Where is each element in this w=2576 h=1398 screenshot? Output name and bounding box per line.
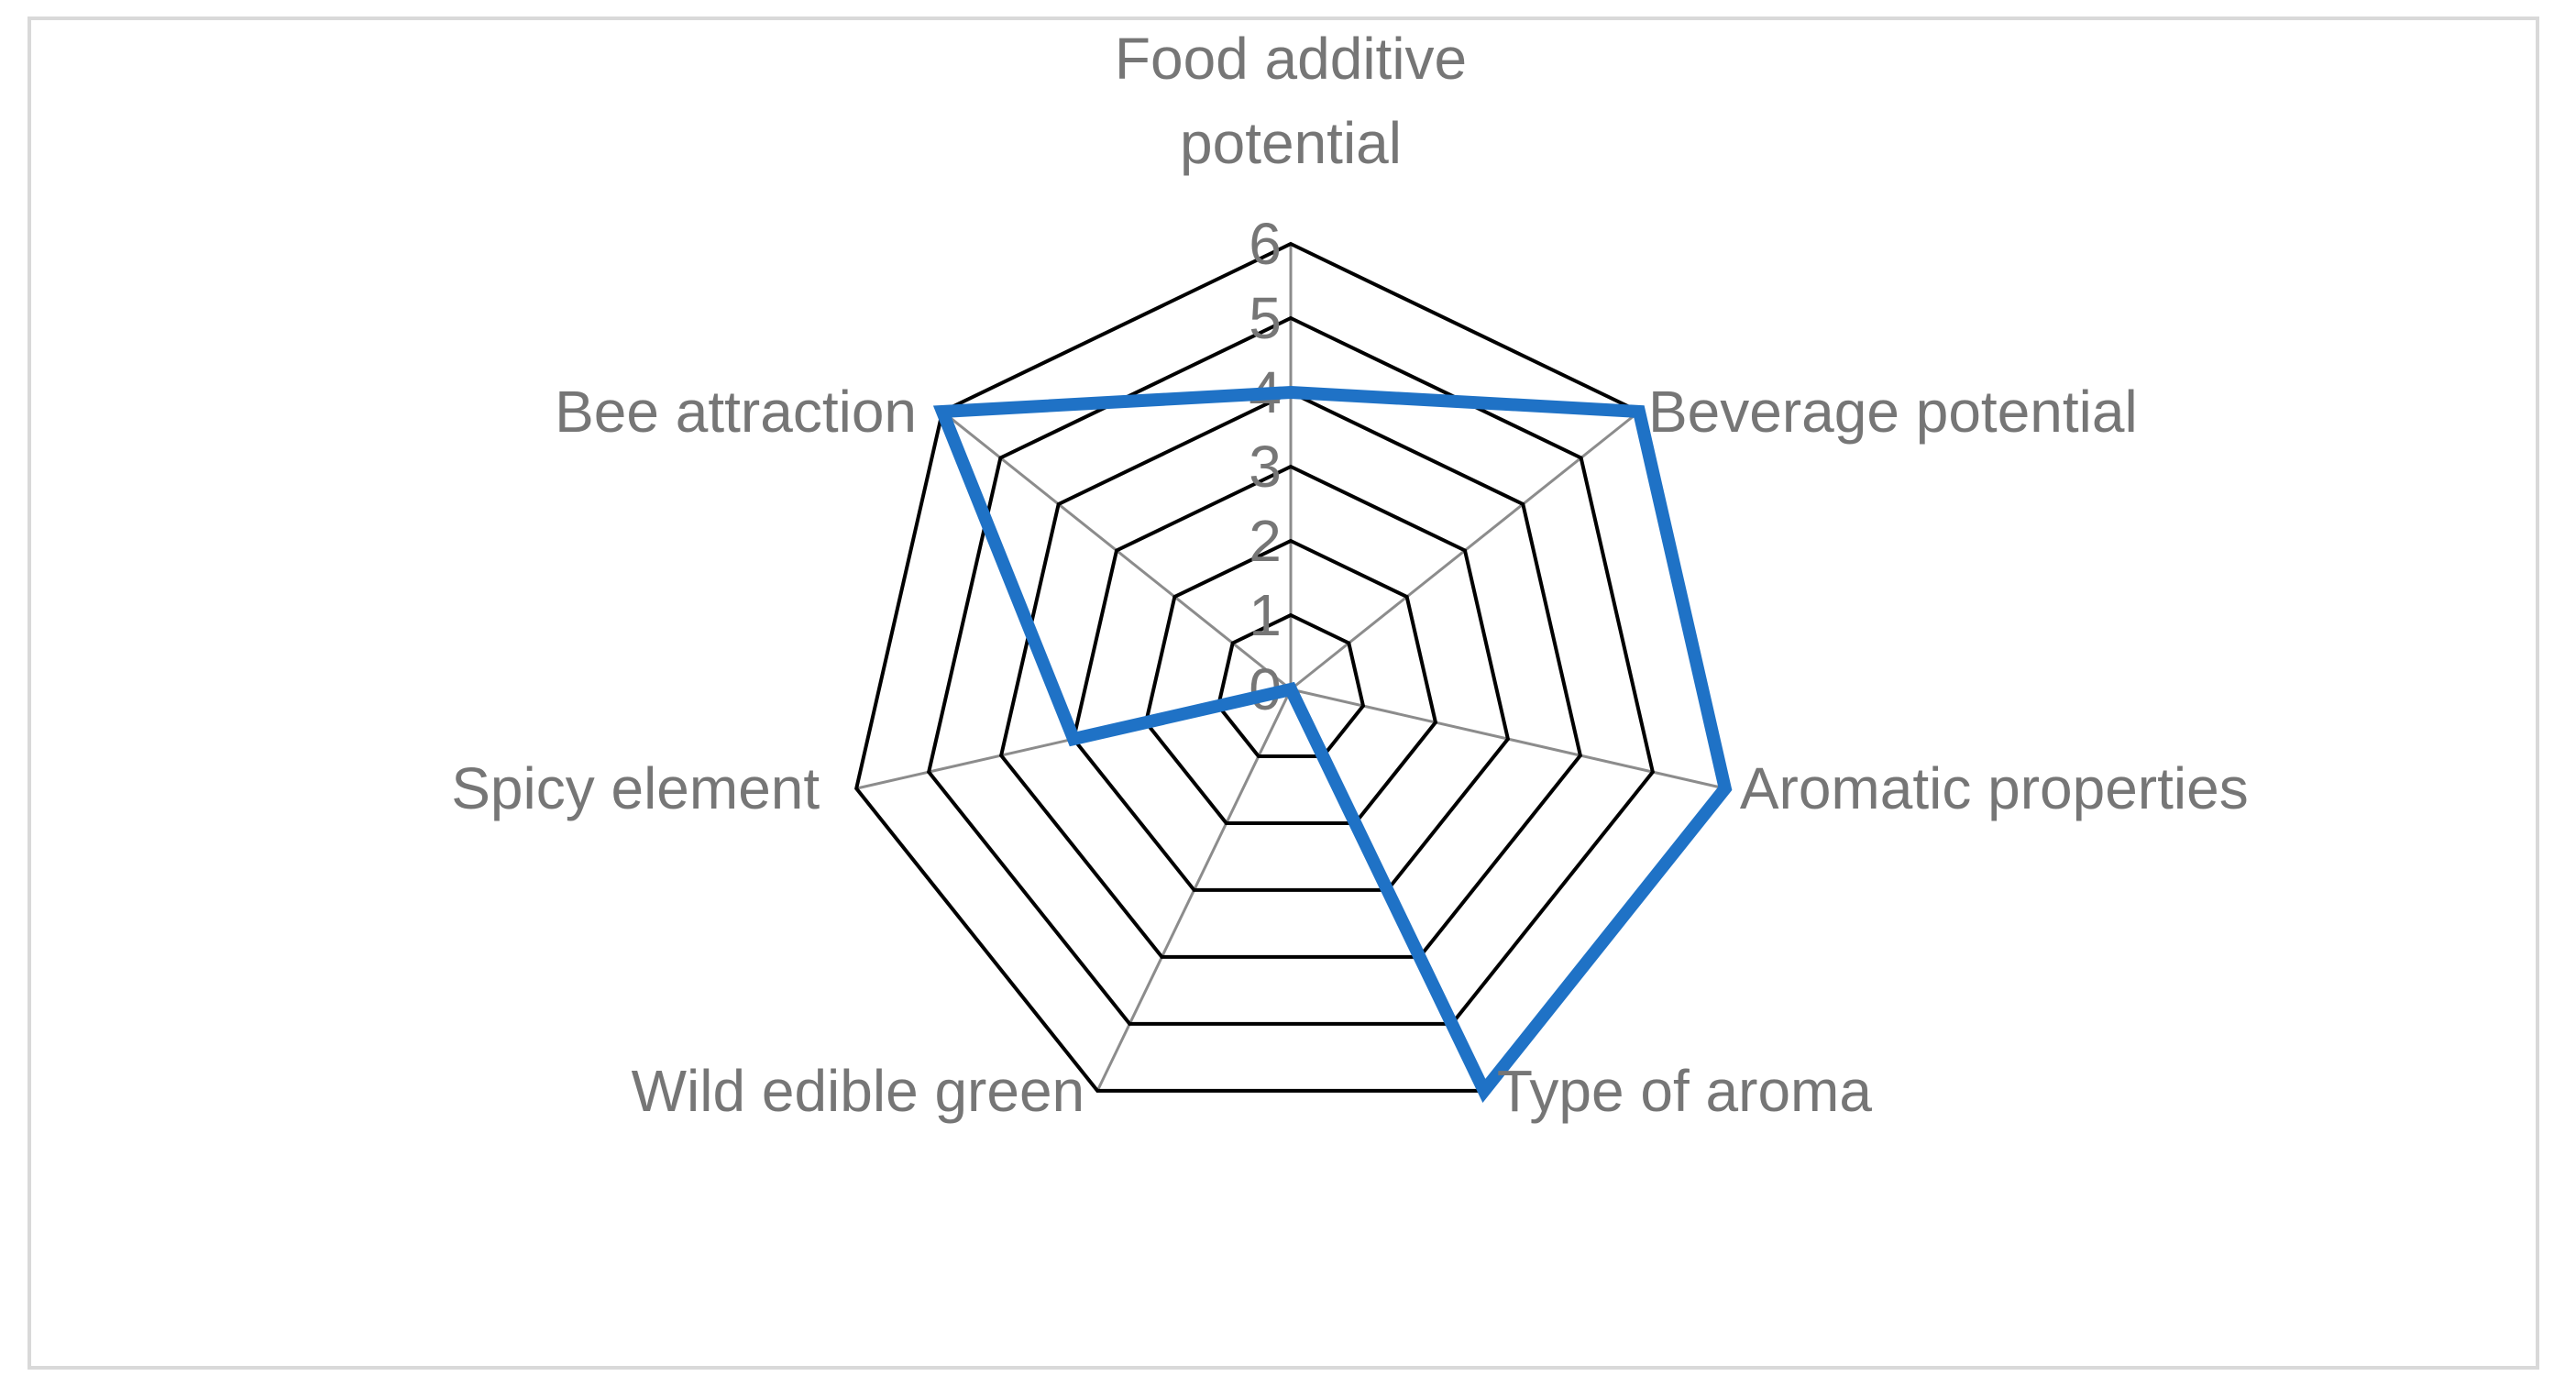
category-label-line: Bee attraction [555, 379, 917, 445]
category-label-line: Aromatic properties [1740, 755, 2249, 821]
category-label: Food additive potential [1115, 26, 1467, 176]
category-label: Type of aroma [1497, 1058, 1873, 1124]
radar-grid-ring [1216, 612, 1366, 758]
category-label: Aromatic properties [1740, 755, 2249, 821]
radar-grid-ring [998, 390, 1583, 959]
tick-label: 2 [1249, 508, 1282, 574]
category-label: Beverage potential [1648, 379, 2138, 445]
category-label-line: Type of aroma [1497, 1058, 1873, 1124]
category-label-line: potential [1180, 110, 1402, 176]
category-label-line: Wild edible green [632, 1058, 1085, 1124]
category-label: Spicy element [451, 755, 820, 821]
radar-grid-ring [1143, 538, 1438, 825]
category-label: Bee attraction [555, 379, 917, 445]
radar-grid-ring [1071, 464, 1511, 892]
radar-series [932, 385, 1733, 1103]
tick-label: 3 [1249, 434, 1282, 500]
tick-label: 5 [1249, 285, 1282, 351]
tick-label: 1 [1249, 582, 1282, 648]
series-line [932, 385, 1733, 1103]
category-label-line: Spicy element [451, 755, 820, 821]
category-label-line: Food additive [1115, 26, 1467, 92]
tick-label: 6 [1249, 211, 1282, 277]
radar-spokes [855, 244, 1726, 1092]
category-label: Wild edible green [632, 1058, 1085, 1124]
category-label-line: Beverage potential [1648, 379, 2138, 445]
radar-category-labels: Food additive potential Beverage potential… [451, 26, 2248, 1124]
